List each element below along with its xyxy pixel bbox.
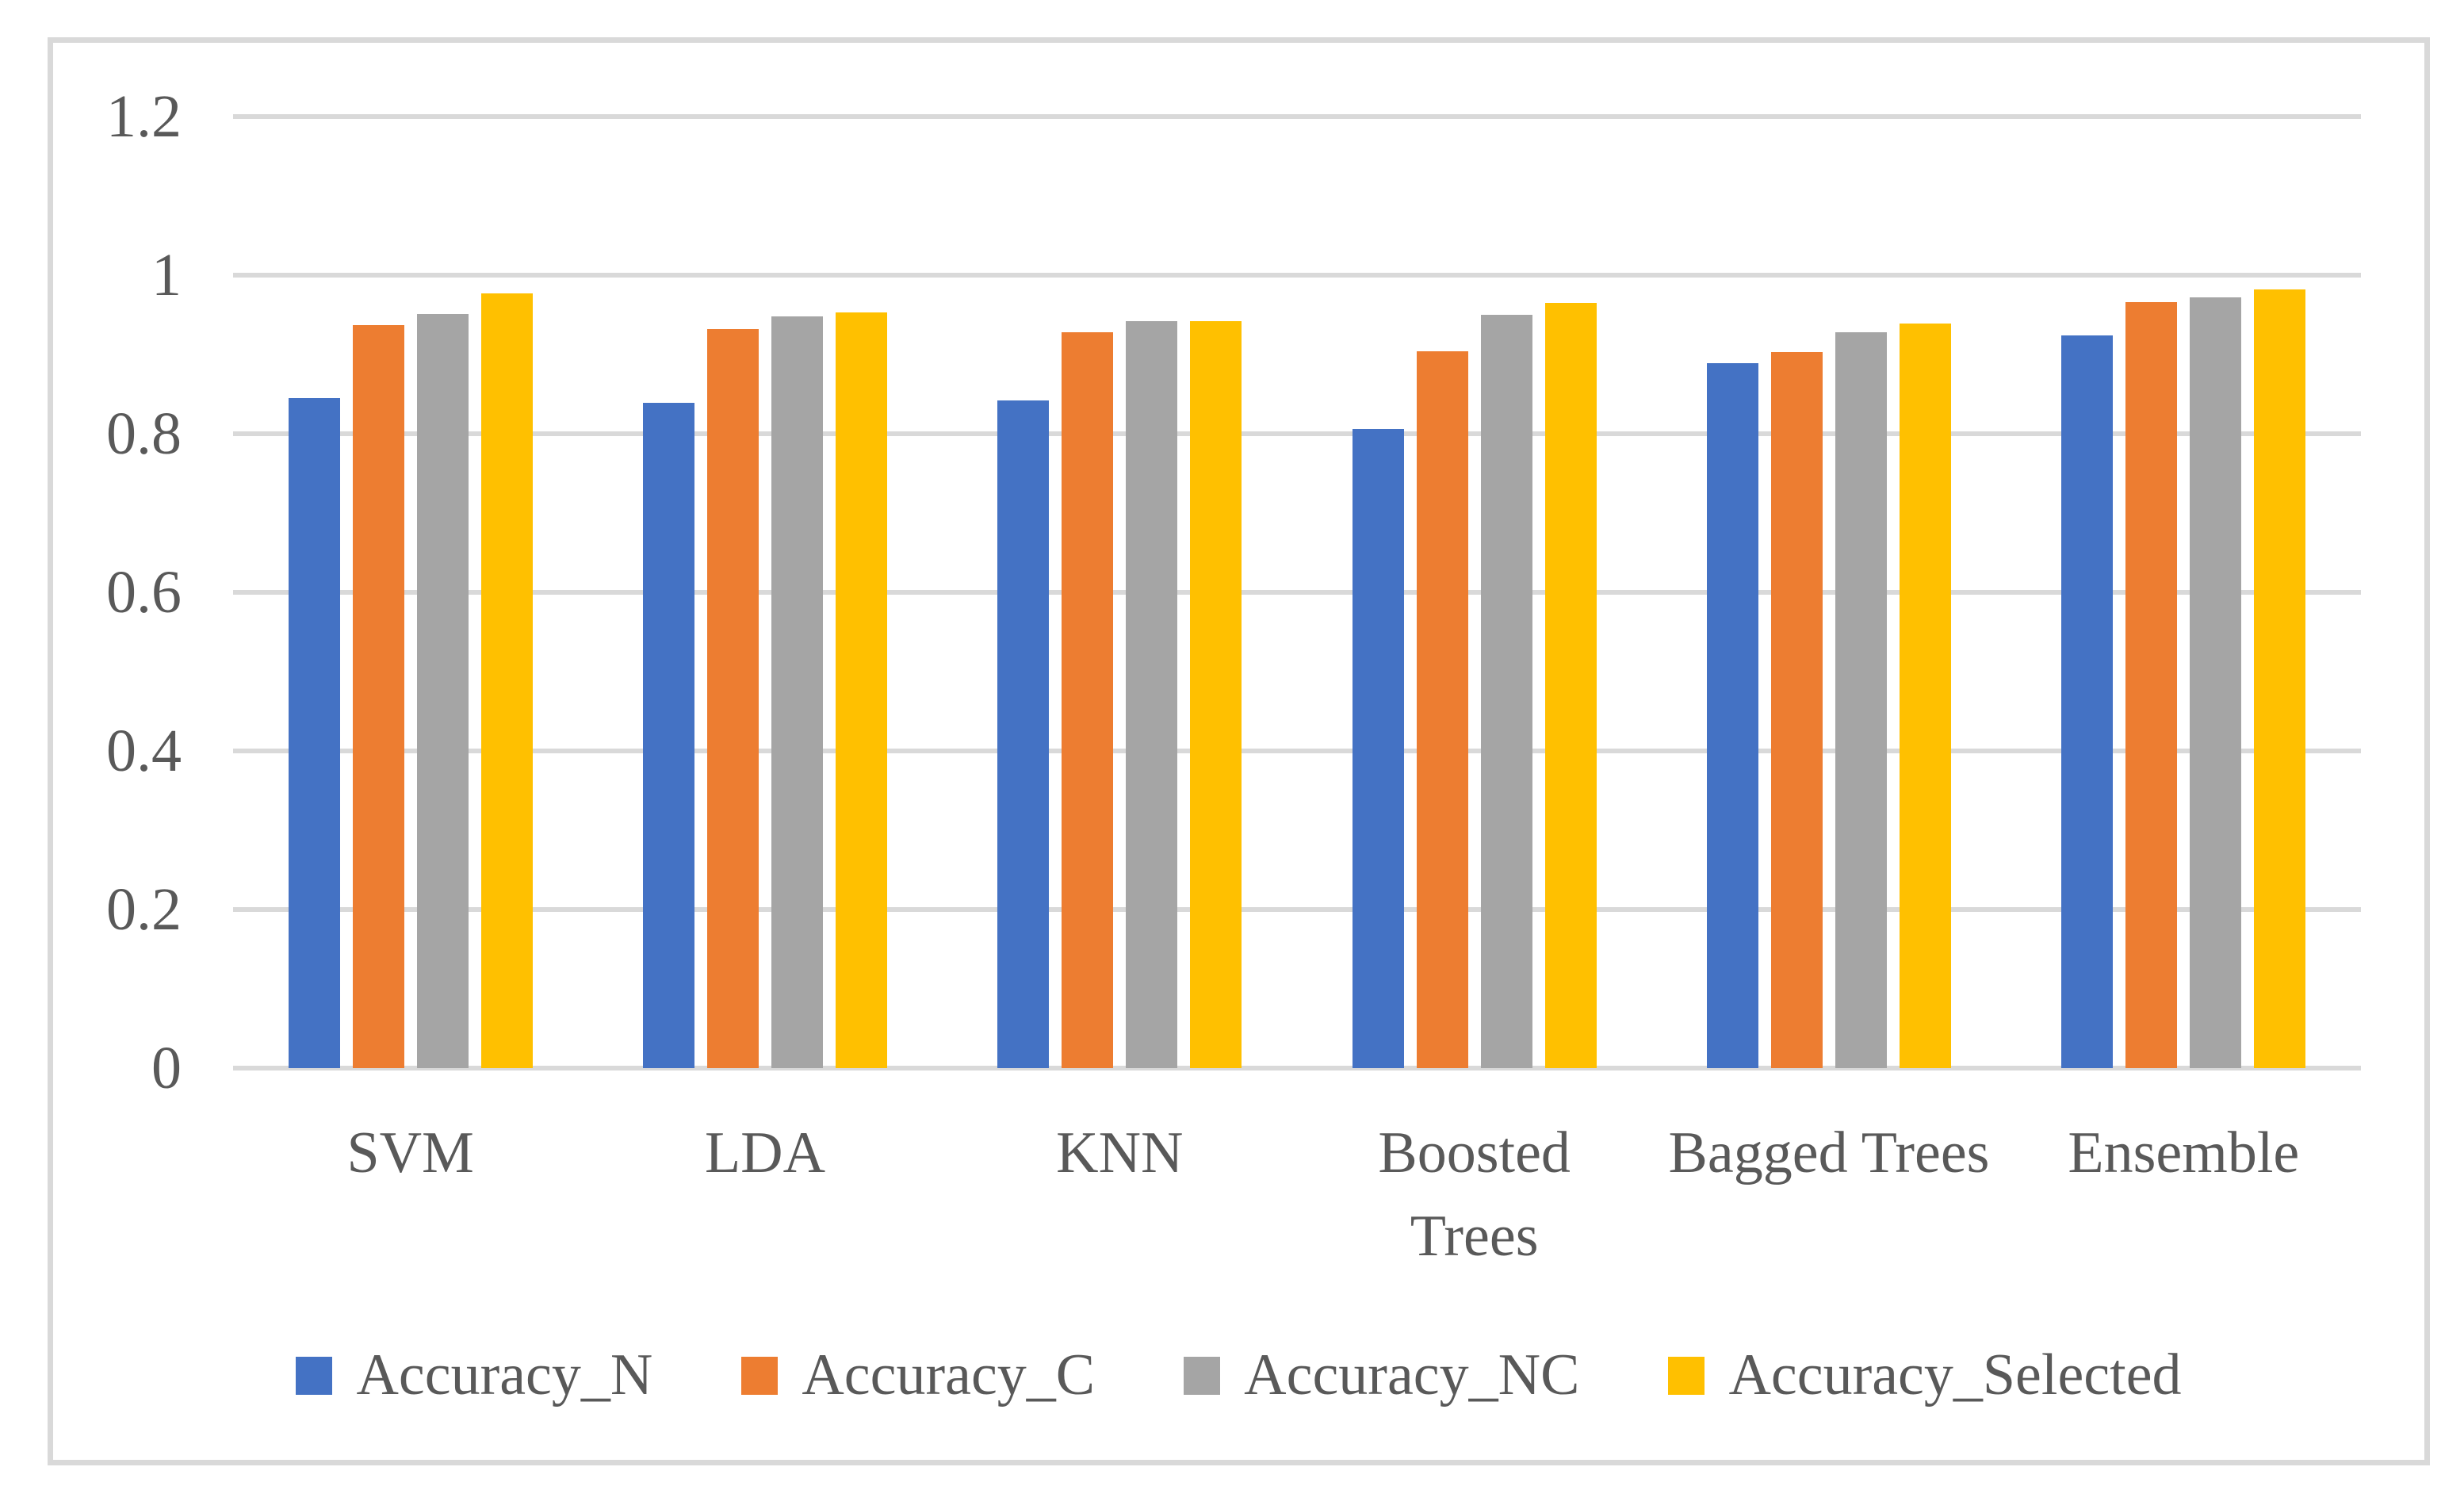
- chart-frame: Accuracy_N Accuracy_C Accuracy_NC Accuracy_…: [48, 37, 2430, 1465]
- bar-accuracy_c-ensemble: [2125, 302, 2178, 1068]
- gridline: [233, 590, 2361, 595]
- x-category-label: KNN: [1056, 1120, 1184, 1185]
- legend-swatch-icon: [1184, 1356, 1221, 1395]
- legend-label: Accuracy_Selected: [1728, 1342, 2182, 1408]
- gridline: [233, 273, 2361, 278]
- bar-accuracy_selected-bagged-trees: [1900, 324, 1951, 1068]
- legend-item-accuracy_selected: Accuracy_Selected: [1668, 1342, 2182, 1409]
- bar-accuracy_selected-lda: [836, 312, 887, 1068]
- x-category-label: Bagged Trees: [1668, 1120, 1990, 1185]
- y-tick-label: 1.2: [106, 83, 182, 150]
- bar-accuracy_selected-boosted-trees: [1544, 303, 1597, 1068]
- legend-label: Accuracy_N: [356, 1342, 653, 1408]
- y-tick-label: 0.4: [106, 718, 182, 784]
- bar-accuracy_c-bagged-trees: [1771, 352, 1823, 1068]
- x-category-label: LDA: [704, 1120, 826, 1185]
- bar-accuracy_nc-lda: [771, 316, 823, 1068]
- bar-accuracy_n-svm: [288, 398, 340, 1068]
- bar-accuracy_n-knn: [997, 400, 1050, 1068]
- bar-accuracy_n-boosted-trees: [1352, 429, 1404, 1068]
- x-category-label: Ensemble: [2068, 1120, 2300, 1185]
- bar-accuracy_nc-svm: [416, 314, 469, 1068]
- legend: Accuracy_N Accuracy_C Accuracy_NC Accuracy_…: [53, 1342, 2424, 1409]
- legend-label: Accuracy_C: [802, 1342, 1096, 1408]
- legend-swatch-icon: [741, 1356, 779, 1395]
- bar-accuracy_n-lda: [643, 403, 694, 1068]
- bar-accuracy_nc-ensemble: [2190, 297, 2242, 1068]
- plot-area: [233, 114, 2361, 1070]
- bar-accuracy_nc-knn: [1126, 321, 1178, 1068]
- gridline: [233, 1066, 2361, 1070]
- gridline: [233, 431, 2361, 436]
- bar-accuracy_c-knn: [1062, 332, 1114, 1068]
- legend-item-accuracy_nc: Accuracy_NC: [1184, 1342, 1579, 1409]
- legend-item-accuracy_c: Accuracy_C: [741, 1342, 1095, 1409]
- bar-accuracy_selected-knn: [1190, 321, 1242, 1068]
- y-tick-label: 0.6: [106, 559, 182, 626]
- y-tick-label: 0.8: [106, 400, 182, 467]
- bar-accuracy_c-boosted-trees: [1416, 351, 1468, 1068]
- bar-accuracy_selected-svm: [480, 293, 533, 1068]
- gridline: [233, 907, 2361, 912]
- legend-label: Accuracy_NC: [1244, 1342, 1580, 1408]
- x-category-label: Boosted Trees: [1378, 1120, 1571, 1270]
- gridline: [233, 114, 2361, 119]
- bar-accuracy_nc-boosted-trees: [1480, 315, 1532, 1068]
- legend-swatch-icon: [1668, 1356, 1705, 1395]
- legend-item-accuracy_n: Accuracy_N: [296, 1342, 652, 1409]
- y-tick-label: 0.2: [106, 876, 182, 943]
- bar-accuracy_c-svm: [352, 325, 404, 1068]
- y-tick-label: 0: [151, 1035, 182, 1101]
- y-tick-label: 1: [151, 242, 182, 308]
- bar-accuracy_n-ensemble: [2061, 335, 2114, 1068]
- legend-swatch-icon: [296, 1356, 333, 1395]
- bar-accuracy_selected-ensemble: [2254, 289, 2306, 1068]
- gridline: [233, 749, 2361, 753]
- bar-accuracy_nc-bagged-trees: [1835, 332, 1887, 1068]
- x-category-label: SVM: [346, 1120, 474, 1185]
- bar-accuracy_c-lda: [707, 329, 759, 1068]
- bar-accuracy_n-bagged-trees: [1707, 363, 1758, 1068]
